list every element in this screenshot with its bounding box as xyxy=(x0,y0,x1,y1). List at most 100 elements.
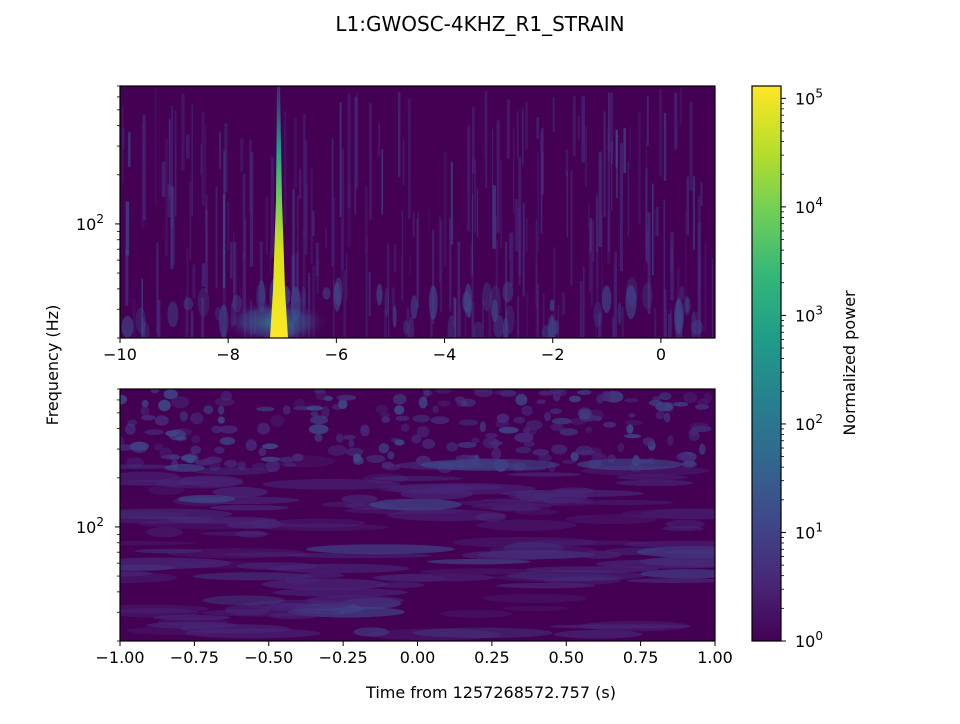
bottom-noise-band xyxy=(543,576,621,585)
top-noise-streak xyxy=(518,206,521,286)
top-noise-blob xyxy=(554,319,559,335)
top-noise-streak xyxy=(164,139,169,256)
top-noise-streak xyxy=(471,302,475,338)
bottom-noise-band xyxy=(439,609,513,618)
top-noise-streak xyxy=(205,209,208,293)
top-noise-streak xyxy=(654,308,657,338)
bottom-noise-band xyxy=(120,510,187,519)
bottom-noise-band xyxy=(202,595,286,606)
top-noise-streak xyxy=(496,120,500,233)
bottom-noise-band xyxy=(153,614,231,621)
bottom-noise-blob xyxy=(144,429,164,435)
top-noise-streak xyxy=(704,241,707,333)
top-noise-streak xyxy=(172,187,175,266)
bottom-noise-blob xyxy=(336,394,357,401)
bottom-noise-blob xyxy=(550,423,564,431)
top-noise-streak xyxy=(645,232,649,253)
colorbar-tick-label: 105 xyxy=(795,86,823,108)
top-noise-streak xyxy=(696,312,699,338)
top-noise-blob xyxy=(429,285,438,320)
top-noise-streak xyxy=(191,316,194,338)
bottom-noise-blob xyxy=(186,458,194,464)
bottom-x-tick-label: 0.50 xyxy=(548,648,584,667)
bottom-noise-blob xyxy=(561,459,576,464)
top-noise-blob xyxy=(197,288,210,317)
colorbar-tick-label: 100 xyxy=(795,629,823,651)
bottom-noise-blob xyxy=(499,390,517,397)
top-noise-streak xyxy=(292,188,295,291)
top-noise-streak xyxy=(304,140,308,256)
top-noise-streak xyxy=(508,232,511,261)
top-x-tick-label: −6 xyxy=(325,345,349,364)
bottom-noise-band xyxy=(412,627,553,639)
bottom-noise-band xyxy=(120,541,197,546)
bottom-x-tick-label: 0.25 xyxy=(474,648,510,667)
top-noise-streak xyxy=(552,247,556,326)
top-noise-streak xyxy=(484,90,486,155)
bottom-noise-band xyxy=(212,486,268,498)
bottom-noise-blob xyxy=(270,414,284,427)
bottom-noise-blob xyxy=(676,452,692,461)
top-noise-streak xyxy=(616,130,618,199)
top-noise-streak xyxy=(525,218,528,253)
top-noise-blob xyxy=(691,320,704,335)
top-noise-streak xyxy=(663,289,667,338)
top-noise-streak xyxy=(540,127,544,194)
bottom-noise-blob xyxy=(683,391,698,404)
top-noise-blob xyxy=(679,285,685,302)
bottom-noise-band xyxy=(554,630,643,639)
top-noise-streak xyxy=(610,92,614,164)
bottom-noise-band xyxy=(420,458,560,471)
bottom-noise-blob xyxy=(532,448,549,456)
bottom-noise-blob xyxy=(256,422,271,435)
x-axis-label: Time from 1257268572.757 (s) xyxy=(365,683,616,702)
top-noise-streak xyxy=(174,147,177,217)
bottom-noise-blob xyxy=(549,408,562,415)
top-noise-streak xyxy=(581,96,585,163)
top-noise-streak xyxy=(537,283,540,338)
bottom-noise-band xyxy=(525,566,660,573)
bottom-noise-blob xyxy=(283,462,297,468)
top-noise-streak xyxy=(522,203,525,297)
bottom-noise-blob xyxy=(217,416,225,424)
top-noise-streak xyxy=(668,313,672,338)
top-noise-streak xyxy=(125,201,130,256)
top-noise-streak xyxy=(242,173,246,259)
bottom-noise-band xyxy=(372,573,496,582)
bottom-noise-band xyxy=(623,540,715,549)
top-noise-streak xyxy=(689,101,693,191)
top-noise-blob xyxy=(502,281,514,303)
bottom-noise-band xyxy=(451,537,598,548)
top-noise-streak xyxy=(157,299,161,338)
bottom-noise-blob xyxy=(191,434,201,444)
top-noise-streak xyxy=(619,143,623,272)
top-noise-streak xyxy=(601,214,603,330)
top-noise-blob xyxy=(392,305,397,328)
top-noise-streak xyxy=(603,111,606,217)
bottom-noise-band xyxy=(514,508,560,515)
top-noise-streak xyxy=(192,264,196,299)
top-noise-streak xyxy=(381,148,384,215)
top-noise-streak xyxy=(595,314,597,338)
bottom-x-tick-label: −1.00 xyxy=(95,648,144,667)
top-noise-streak xyxy=(449,217,452,312)
top-noise-streak xyxy=(230,242,233,279)
bottom-noise-blob xyxy=(120,436,125,448)
top-noise-streak xyxy=(398,114,401,174)
colorbar-label: Normalized power xyxy=(840,290,859,436)
top-noise-streak xyxy=(125,250,129,306)
top-noise-streak xyxy=(378,123,380,156)
bottom-noise-blob xyxy=(435,389,452,394)
top-noise-streak xyxy=(186,247,189,335)
bottom-noise-band xyxy=(269,518,367,528)
top-noise-streak xyxy=(582,266,585,338)
bottom-noise-blob xyxy=(488,440,503,447)
bottom-noise-blob xyxy=(585,426,593,434)
bottom-noise-blob xyxy=(346,447,364,457)
top-noise-streak xyxy=(181,93,185,172)
bottom-noise-blob xyxy=(551,417,572,425)
top-noise-streak xyxy=(346,254,348,299)
top-noise-streak xyxy=(141,121,144,229)
bottom-noise-blob xyxy=(423,390,433,396)
top-noise-streak xyxy=(242,252,245,316)
